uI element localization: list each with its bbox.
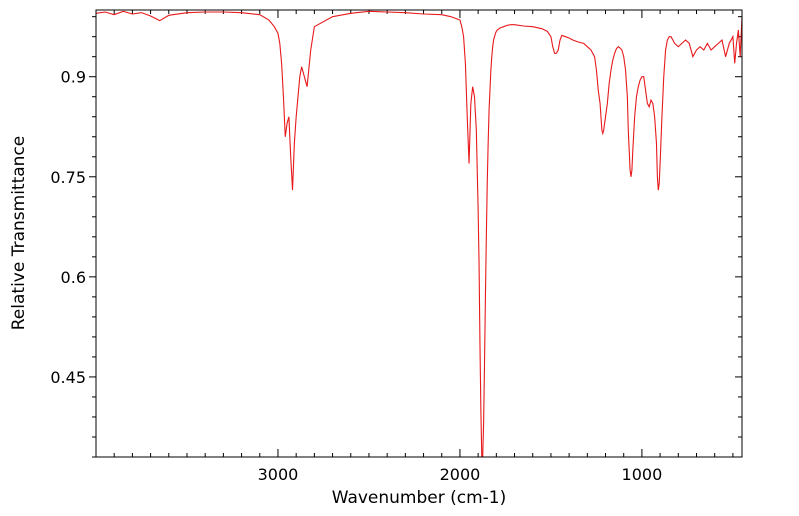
y-tick-label: 0.6 — [61, 268, 86, 287]
y-tick-label: 0.9 — [61, 68, 86, 87]
x-axis-title: Wavenumber (cm-1) — [332, 488, 507, 508]
axis-ticks — [89, 10, 742, 458]
y-axis-title: Relative Transmittance — [9, 136, 29, 331]
x-tick-label: 3000 — [258, 465, 299, 484]
y-tick-label: 0.75 — [50, 168, 86, 187]
x-tick-label: 1000 — [622, 465, 663, 484]
plot-frame — [95, 9, 743, 458]
tick-labels: 3000 2000 1000 0.9 0.75 0.6 0.45 — [50, 68, 662, 484]
y-tick-label: 0.45 — [50, 368, 86, 387]
series-line-spectrum — [95, 10, 743, 458]
x-tick-label: 2000 — [440, 465, 481, 484]
